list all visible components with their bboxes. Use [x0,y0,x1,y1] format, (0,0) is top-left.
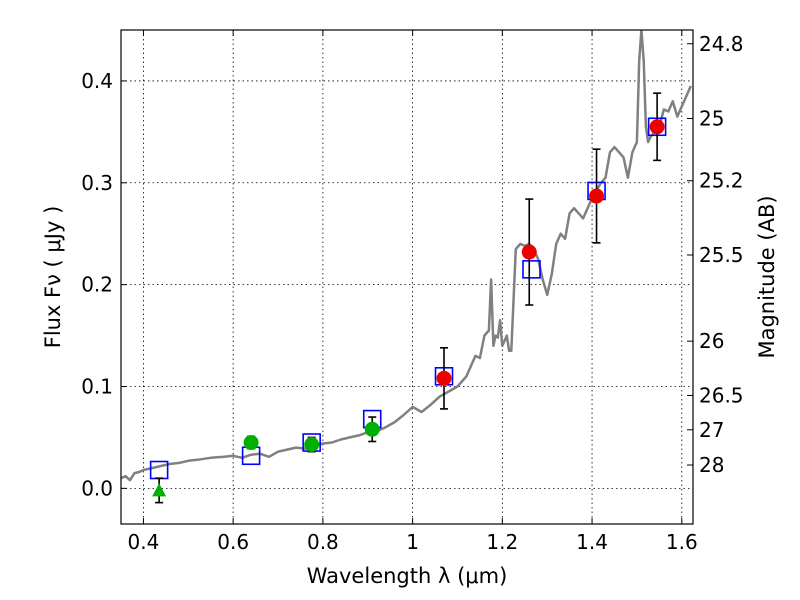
x-tick-label: 1.4 [576,530,608,554]
data-point [589,188,605,204]
data-point [364,421,380,437]
model-sed-layer [121,30,692,482]
right-tick-label: 25.5 [699,243,744,267]
right-tick-label: 26.5 [699,383,744,407]
right-tick-label: 27 [699,418,724,442]
right-tick-label: 26 [699,329,724,353]
data-point [304,437,320,453]
model-point [522,260,541,279]
right-tick-label: 25.2 [699,169,744,193]
data-point [436,370,452,386]
plot-frame [120,29,694,525]
right-tick-label: 24.8 [699,32,744,56]
x-tick-label: 0.4 [128,530,160,554]
right-tick-label: 28 [699,453,724,477]
y-tick-label: 0.2 [81,273,113,297]
y-tick-label: 0.4 [81,69,113,93]
right-tick-label: 25 [699,107,724,131]
y-tick-label: 0.1 [81,374,113,398]
y-tick-label: 0.3 [81,171,113,195]
right-axis-label: Magnitude (AB) [755,195,779,358]
x-tick-label: 0.6 [217,530,249,554]
x-tick-label: 1 [406,530,419,554]
ticks: 0.4 0.6 0.8 1 1.2 1.4 1.6 0.0 0.1 0.2 0.3 0.4 24.8 25… [81,30,744,554]
x-tick-label: 1.6 [666,530,698,554]
data-point [521,244,537,260]
grid [121,30,693,524]
y-tick-label: 0.0 [81,476,113,500]
upper-limit-point [152,483,167,497]
plot-background [121,30,693,524]
x-tick-label: 0.8 [307,530,339,554]
model-sed-line [121,30,692,482]
y-axis-label: Flux Fν ( μJy ) [41,206,65,349]
x-axis-label: Wavelength λ (μm) [307,564,508,588]
x-tick-label: 1.2 [486,530,518,554]
data-point [649,119,665,135]
markers-layer [149,92,667,504]
data-point [243,435,259,451]
